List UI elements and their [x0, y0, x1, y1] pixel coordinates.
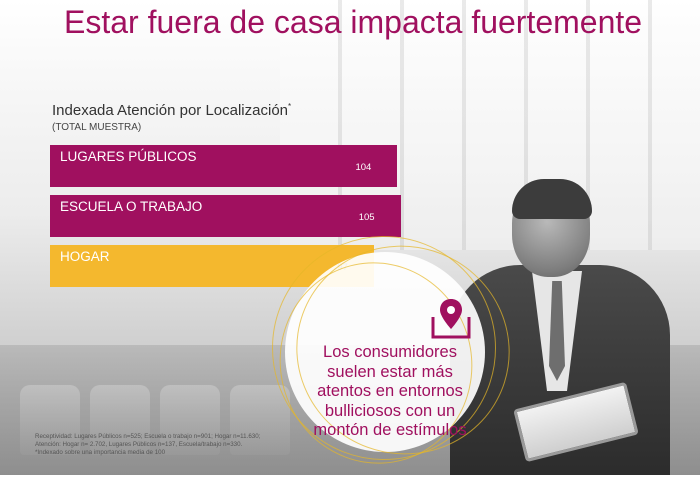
page-title: Estar fuera de casa impacta fuertemente	[64, 4, 643, 40]
decorative-ring	[272, 236, 496, 460]
bar-escuela-o-trabajo: ESCUELA O TRABAJO 105	[50, 195, 401, 237]
bar-label: LUGARES PÚBLICOS	[60, 149, 197, 164]
background-seat	[230, 385, 290, 455]
chart-title: Indexada Atención por Localización*	[52, 102, 292, 119]
bar-lugares-publicos: LUGARES PÚBLICOS 104	[50, 145, 398, 187]
bar-value: 104	[355, 162, 372, 173]
background-seat	[20, 385, 80, 455]
footnote: Receptividad: Lugares Públicos n=525; Es…	[35, 433, 261, 456]
background-seat	[90, 385, 150, 455]
bar-value: 105	[358, 212, 375, 223]
callout-text: Los consumidores suelen estar más atento…	[313, 343, 467, 439]
background-photo	[0, 0, 700, 475]
bar-label: HOGAR	[60, 249, 110, 264]
bar-label: ESCUELA O TRABAJO	[60, 199, 203, 214]
chart-subtitle: (TOTAL MUESTRA)	[52, 122, 142, 133]
background-seat	[160, 385, 220, 455]
tablet-location-pin-icon	[431, 299, 471, 339]
